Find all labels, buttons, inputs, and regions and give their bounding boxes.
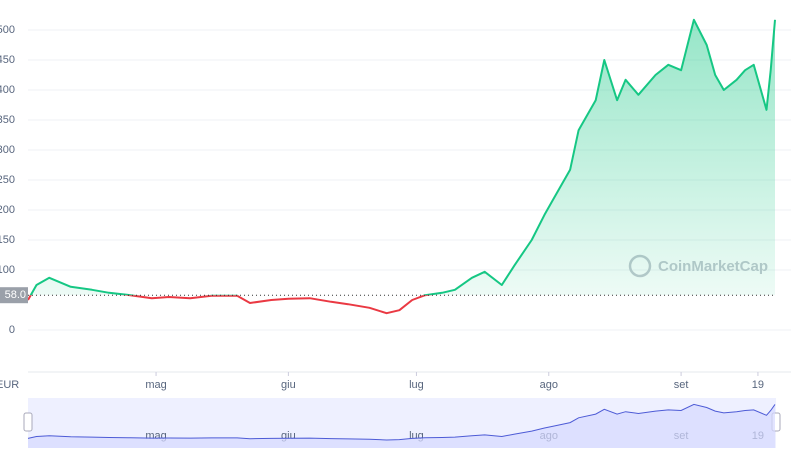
y-tick-label: 250	[0, 174, 15, 186]
price-line-down	[27, 295, 433, 315]
x-tick-label: giu	[281, 379, 296, 391]
x-tick-label: ago	[540, 379, 558, 391]
currency-label: EUR	[0, 379, 19, 391]
y-tick-label: 200	[0, 204, 15, 216]
navigator-handle[interactable]	[23, 412, 33, 432]
y-tick-label: 0	[9, 324, 15, 336]
y-tick-label: 450	[0, 54, 15, 66]
y-tick-label: 350	[0, 114, 15, 126]
x-tick-label: 19	[752, 379, 764, 391]
x-tick-label: lug	[409, 379, 424, 391]
price-area	[28, 19, 775, 296]
y-tick-label: 300	[0, 144, 15, 156]
y-tick-label: 100	[0, 264, 15, 276]
x-tick-label: mag	[145, 379, 166, 391]
y-tick-label: 150	[0, 234, 15, 246]
x-tick-label: set	[674, 379, 689, 391]
baseline-box	[0, 287, 28, 304]
price-line-up	[29, 18, 776, 296]
y-tick-label: 400	[0, 84, 15, 96]
navigator-line	[27, 403, 776, 441]
baseline-label: 58.0	[5, 289, 26, 301]
navigator-area	[28, 404, 775, 448]
y-tick-label: 500	[0, 24, 15, 36]
